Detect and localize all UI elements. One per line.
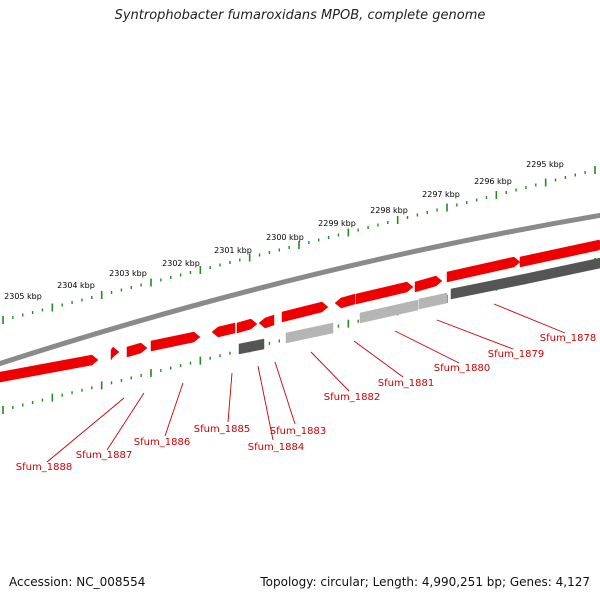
leader-line: [274, 361, 296, 425]
genome-backbone: [0, 212, 600, 367]
kbp-label: 2302 kbp: [162, 259, 200, 268]
gene-feature: [211, 322, 236, 338]
kbp-label: 2297 kbp: [422, 190, 460, 199]
gene-track: [0, 239, 600, 383]
gene-feature: [418, 292, 448, 310]
leader-line: [227, 372, 233, 423]
gene-label[interactable]: Sfum_1884: [248, 442, 304, 453]
kbp-label: 2296 kbp: [474, 177, 512, 186]
gene-feature: [446, 256, 521, 283]
gene-feature: [519, 239, 600, 268]
gene-feature: [524, 257, 600, 285]
gene-feature: [110, 346, 120, 361]
leader-line: [310, 351, 350, 392]
gene-feature: [238, 338, 265, 355]
gene-label[interactable]: Sfum_1886: [134, 437, 190, 448]
map-title: Syntrophobacter fumaroxidans MPOB, compl…: [114, 8, 486, 23]
gene-feature: [334, 293, 356, 309]
accession-text: Accession: NC_008554: [9, 575, 146, 589]
leader-line: [353, 340, 404, 378]
gene-feature: [0, 354, 99, 383]
gene-feature: [258, 314, 275, 329]
gene-label[interactable]: Sfum_1880: [434, 363, 490, 374]
gene-label[interactable]: Sfum_1879: [488, 349, 544, 360]
kbp-labels: 2295 kbp 2296 kbp 2297 kbp 2298 kbp 2299 kbp…: [4, 160, 564, 301]
gene-feature: [236, 318, 258, 334]
leader-line: [394, 330, 460, 364]
leader-line: [106, 392, 145, 451]
gene-feature: [355, 281, 414, 305]
gene-feature: [285, 322, 334, 344]
kbp-label: 2301 kbp: [214, 246, 252, 255]
gene-label[interactable]: Sfum_1881: [378, 378, 434, 389]
label-leaders: [46, 303, 566, 463]
gene-feature: [281, 301, 329, 323]
leader-line: [46, 397, 125, 463]
gene-label[interactable]: Sfum_1883: [270, 426, 326, 437]
kbp-label: 2303 kbp: [109, 269, 147, 278]
kbp-label: 2299 kbp: [318, 219, 356, 228]
gene-label[interactable]: Sfum_1882: [324, 392, 380, 403]
kbp-label: 2295 kbp: [526, 160, 564, 169]
topology-text: Topology: circular; Length: 4,990,251 bp…: [260, 575, 590, 589]
leader-line: [164, 382, 184, 437]
kbp-label: 2305 kbp: [4, 292, 42, 301]
gene-label[interactable]: Sfum_1878: [540, 333, 596, 344]
outer-tick-track: [2, 166, 596, 324]
gene-label[interactable]: Sfum_1885: [194, 424, 250, 435]
leader-line: [257, 365, 274, 441]
gene-feature: [126, 342, 148, 358]
leader-line: [436, 319, 514, 350]
gene-feature: [150, 331, 201, 352]
gene-feature: [359, 299, 419, 324]
gene-label[interactable]: Sfum_1888: [16, 462, 72, 473]
gene-feature: [414, 275, 443, 293]
leader-line: [493, 303, 566, 334]
gene-label[interactable]: Sfum_1887: [76, 450, 132, 461]
kbp-label: 2300 kbp: [266, 233, 304, 242]
kbp-label: 2304 kbp: [57, 281, 95, 290]
kbp-label: 2298 kbp: [370, 206, 408, 215]
